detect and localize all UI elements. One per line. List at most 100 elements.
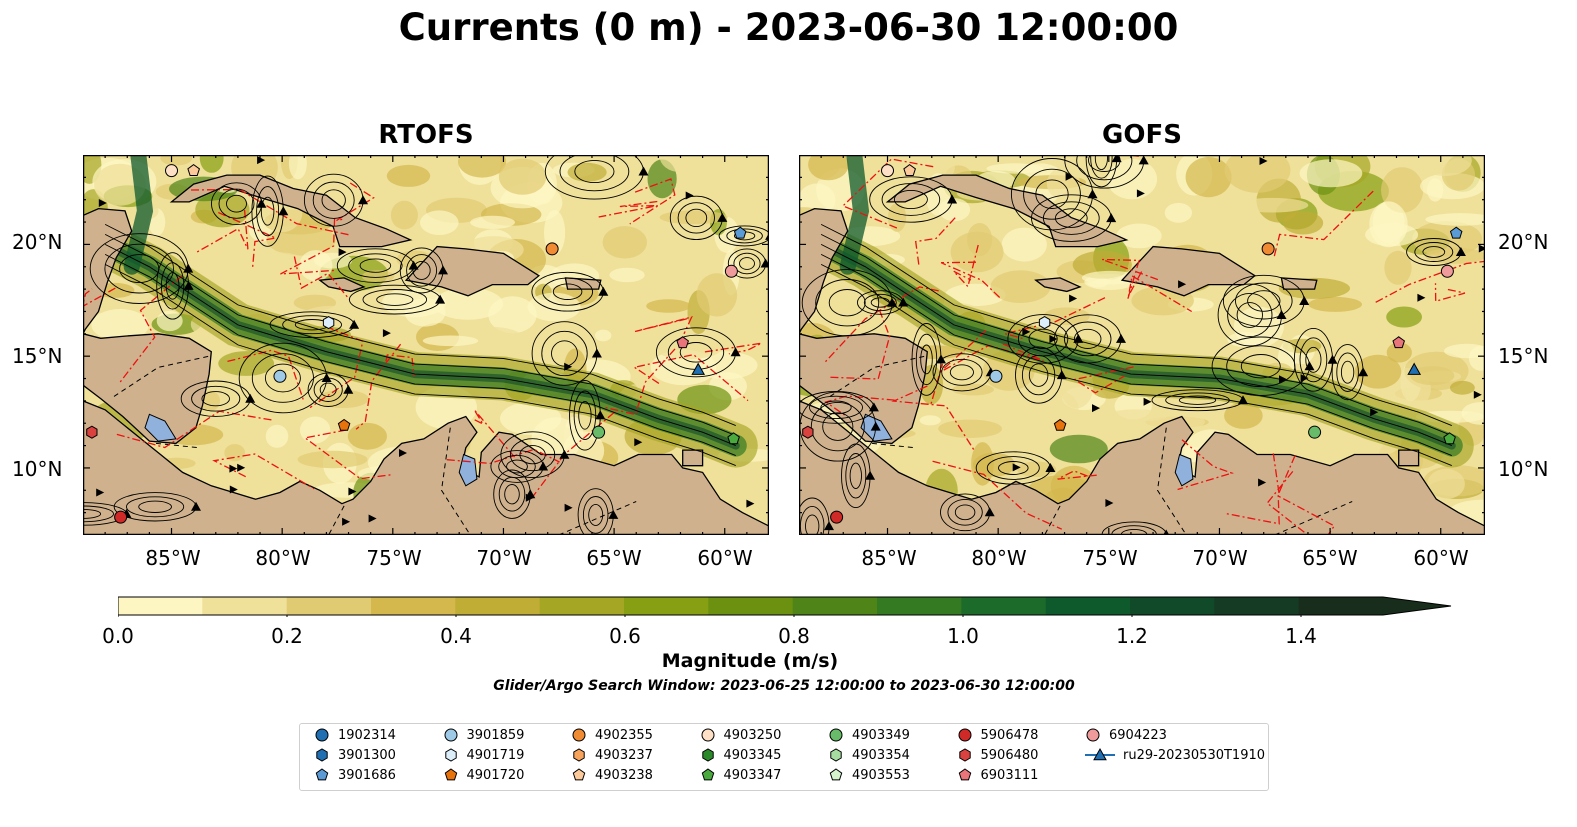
lat-label-20n-left: 20°N	[12, 230, 63, 254]
float-markers	[802, 163, 1463, 524]
colorbar-segment	[1214, 597, 1300, 615]
map-gofs[interactable]	[799, 155, 1485, 535]
legend-marker-4903237[interactable]	[573, 748, 585, 762]
marker-4903349[interactable]	[592, 425, 606, 439]
marker-5906480[interactable]	[86, 425, 98, 439]
legend-marker-3901859[interactable]	[444, 728, 457, 742]
legend-marker-ru29-20230530T1910[interactable]	[1093, 747, 1107, 761]
marker-4902355[interactable]	[545, 242, 559, 256]
marker-3901859[interactable]	[273, 369, 287, 383]
legend-marker-4903354[interactable]	[830, 748, 842, 762]
marker-4903347[interactable]	[1443, 432, 1456, 445]
cbar-tick-4: 0.8	[778, 624, 810, 648]
marker-3901686[interactable]	[1449, 226, 1463, 239]
marker-6903111[interactable]	[1392, 336, 1405, 349]
legend-marker-4903553[interactable]	[829, 768, 843, 781]
legend-item-3901859: 3901859	[443, 727, 525, 743]
legend-marker-6903111[interactable]	[958, 768, 971, 781]
marker-3901859[interactable]	[989, 369, 1003, 383]
country-borders	[113, 355, 637, 535]
legend: 1902314 3901300 3901686 3901859 4901719 49017…	[299, 723, 1269, 791]
lon-label-65w-gofs: 65°W	[1302, 546, 1358, 570]
legend-marker-4902355[interactable]	[572, 728, 586, 742]
colorbar-segment	[118, 597, 203, 615]
legend-symbol	[701, 768, 714, 781]
country-borders	[829, 355, 1353, 535]
legend-marker-3901300[interactable]	[316, 748, 328, 762]
marker-4901719[interactable]	[322, 316, 335, 330]
lon-label-70w-gofs: 70°W	[1192, 546, 1248, 570]
legend-label: 4901720	[466, 767, 525, 783]
marker-ru29-20230530T1910[interactable]	[691, 362, 706, 375]
map-rtofs[interactable]	[83, 155, 769, 535]
legend-item-4901719: 4901719	[443, 747, 524, 763]
float-markers	[86, 163, 747, 524]
cbar-tick-7: 1.4	[1285, 624, 1317, 648]
legend-label: 3901686	[338, 767, 396, 783]
marker-4901719[interactable]	[1038, 316, 1051, 330]
marker-4901720[interactable]	[1053, 418, 1067, 431]
legend-marker-4903349[interactable]	[829, 728, 843, 742]
legend-symbol	[444, 768, 457, 781]
marker-4903238[interactable]	[903, 163, 916, 176]
marker-4903250[interactable]	[881, 164, 895, 178]
legend-symbol	[829, 728, 843, 742]
marker-5906480[interactable]	[802, 425, 814, 439]
legend-marker-4901719[interactable]	[444, 748, 457, 762]
streamlines	[83, 155, 769, 535]
legend-label: 4903238	[595, 767, 653, 783]
streamlines	[799, 155, 1485, 535]
legend-label: 4903250	[723, 727, 782, 743]
legend-marker-4903347[interactable]	[701, 768, 714, 781]
legend-marker-5906480[interactable]	[958, 748, 971, 762]
marker-4903238[interactable]	[187, 163, 200, 176]
legend-symbol	[701, 728, 714, 742]
legend-symbol	[573, 748, 585, 762]
legend-symbol	[444, 748, 457, 762]
marker-6903111[interactable]	[676, 336, 689, 349]
colorbar-segment	[1298, 597, 1384, 615]
legend-symbol	[444, 728, 457, 742]
marker-4903250[interactable]	[165, 164, 179, 178]
marker-4903349[interactable]	[1308, 425, 1322, 439]
map-ticks	[83, 155, 769, 535]
legend-marker-3901686[interactable]	[315, 768, 329, 781]
legend-symbol	[316, 748, 328, 762]
legend-marker-6904223[interactable]	[1086, 728, 1100, 742]
legend-label: 4903553	[852, 767, 910, 783]
colorbar-segment	[708, 597, 794, 615]
legend-marker-4903345[interactable]	[701, 748, 714, 762]
marker-5906478[interactable]	[830, 510, 844, 524]
colorbar-segment	[1045, 597, 1131, 615]
marker-6904223[interactable]	[1440, 264, 1454, 278]
marker-4903347[interactable]	[727, 432, 740, 445]
legend-label: 6903111	[980, 767, 1039, 783]
legend-marker-1902314[interactable]	[315, 728, 329, 742]
legend-symbol	[830, 748, 842, 762]
legend-label: 3901859	[466, 727, 525, 743]
marker-6904223[interactable]	[724, 264, 738, 278]
legend-marker-5906478[interactable]	[958, 728, 971, 742]
cbar-tick-0: 0.0	[102, 624, 134, 648]
legend-marker-4903250[interactable]	[701, 728, 714, 742]
colorbar-segment	[455, 597, 541, 615]
marker-ru29-20230530T1910[interactable]	[1407, 362, 1422, 375]
legend-label: ru29-20230530T1910	[1123, 747, 1266, 763]
marker-4902355[interactable]	[1261, 242, 1275, 256]
legend-item-6904223: 6904223	[1085, 727, 1167, 743]
legend-item-ru29-20230530T1910: ru29-20230530T1910	[1085, 747, 1265, 763]
cbar-tick-6: 1.2	[1116, 624, 1148, 648]
legend-item-4902355: 4902355	[571, 727, 653, 743]
marker-3901686[interactable]	[733, 226, 747, 239]
legend-label: 4902355	[595, 727, 653, 743]
marker-5906478[interactable]	[114, 510, 128, 524]
cbar-tick-1: 0.2	[271, 624, 303, 648]
marker-4901720[interactable]	[337, 418, 351, 431]
legend-marker-4903238[interactable]	[572, 768, 586, 781]
legend-label: 5906478	[980, 727, 1039, 743]
cbar-tick-5: 1.0	[947, 624, 979, 648]
legend-symbol	[829, 768, 843, 781]
legend-symbol	[572, 728, 586, 742]
legend-item-4903250: 4903250	[700, 727, 782, 743]
legend-marker-4901720[interactable]	[444, 768, 457, 781]
